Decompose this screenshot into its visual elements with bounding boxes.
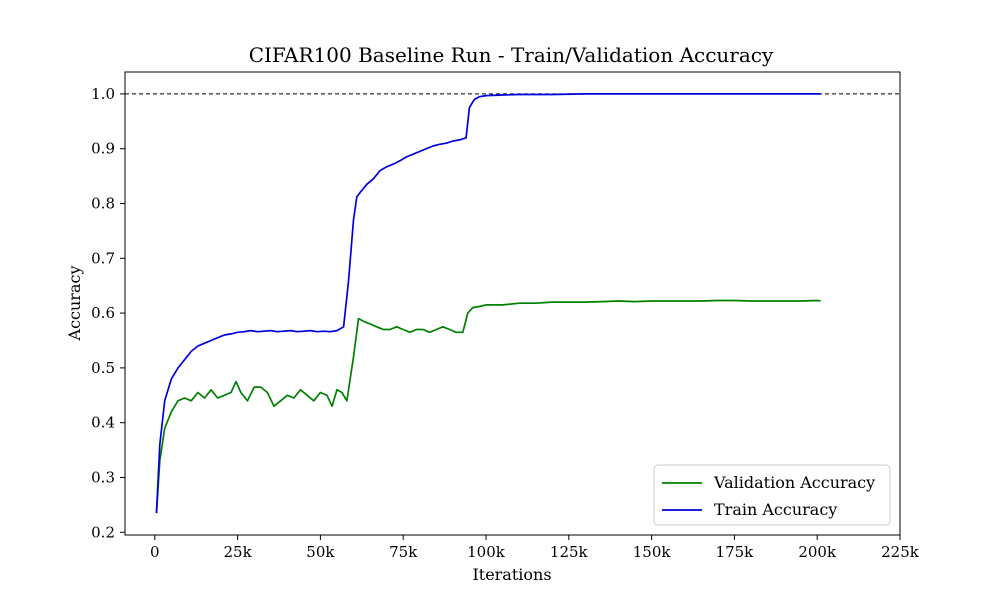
legend-label: Validation Accuracy — [713, 473, 875, 492]
x-axis-ticks: 0 25k 50k 75k 100k 125k 150k 175k 200k 225k — [150, 535, 920, 561]
chart-title: CIFAR100 Baseline Run - Train/Validation… — [249, 43, 774, 67]
x-tick-label: 50k — [306, 543, 335, 561]
series-line-train — [155, 93, 821, 514]
x-tick-label: 175k — [716, 543, 755, 561]
y-tick-label: 0.5 — [91, 359, 115, 377]
x-tick-label: 100k — [467, 543, 506, 561]
y-tick-label: 0.6 — [91, 304, 115, 322]
x-axis-label: Iterations — [472, 565, 551, 584]
y-tick-label: 0.8 — [91, 195, 115, 213]
series-layer — [155, 93, 821, 514]
y-axis-ticks: 0.2 0.3 0.4 0.5 0.6 0.7 0.8 0.9 1.0 — [91, 85, 125, 541]
x-tick-label: 125k — [550, 543, 589, 561]
x-tick-label: 200k — [798, 543, 837, 561]
x-tick-label: 75k — [389, 543, 418, 561]
legend: Validation Accuracy Train Accuracy — [653, 464, 891, 526]
series-line-validation — [155, 299, 821, 514]
x-tick-label: 225k — [881, 543, 920, 561]
y-tick-label: 0.3 — [91, 468, 115, 486]
y-axis-label: Accuracy — [65, 266, 84, 342]
legend-box — [653, 464, 891, 526]
x-tick-label: 150k — [633, 543, 672, 561]
legend-label: Train Accuracy — [714, 500, 837, 519]
y-tick-label: 1.0 — [91, 85, 115, 103]
x-tick-label: 0 — [150, 543, 160, 561]
y-tick-label: 0.4 — [91, 414, 115, 432]
x-tick-label: 25k — [224, 543, 253, 561]
y-tick-label: 0.2 — [91, 523, 115, 541]
y-tick-label: 0.7 — [91, 249, 115, 267]
y-tick-label: 0.9 — [91, 140, 115, 158]
plot-area-frame — [124, 71, 901, 536]
